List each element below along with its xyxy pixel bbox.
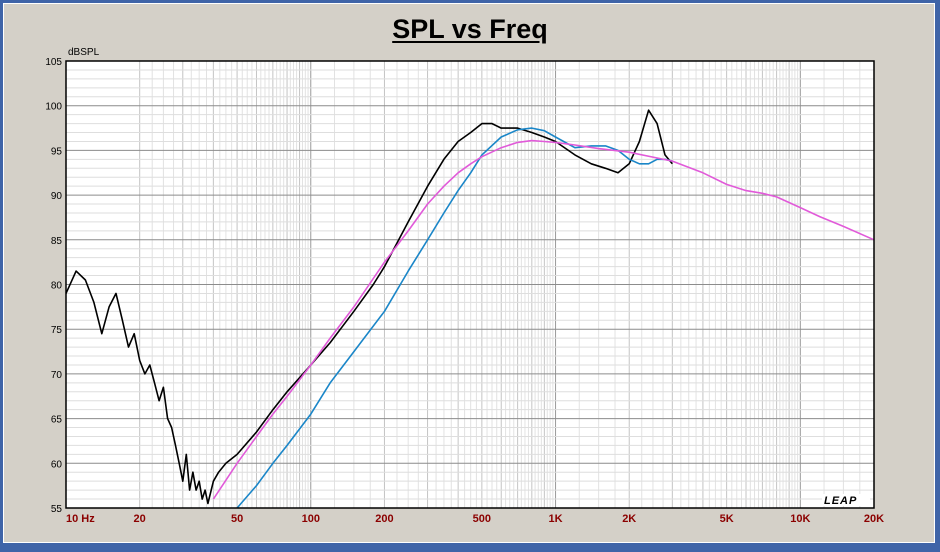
- plot-border: [65, 60, 875, 509]
- y-tick-label: 55: [51, 504, 63, 515]
- x-tick-label: 20K: [864, 513, 884, 525]
- x-tick-label: 500: [473, 513, 491, 525]
- pink-response-line: [212, 139, 875, 500]
- x-tick-label: 200: [375, 513, 393, 525]
- y-tick-label: 75: [51, 325, 63, 336]
- y-tick-label: 100: [45, 102, 62, 113]
- blue-response-line: [236, 127, 673, 509]
- x-tick-labels: 10 Hz 20 50 100 200 500 1K 2K 5K 10K 20K: [66, 513, 884, 525]
- x-tick-label: 5K: [720, 513, 734, 525]
- x-tick-label: 10K: [790, 513, 810, 525]
- series-group: [65, 109, 875, 509]
- x-tick-label: 2K: [622, 513, 636, 525]
- y-axis-label: dBSPL: [68, 47, 100, 58]
- x-tick-label: 50: [231, 513, 243, 525]
- x-tick-label: 100: [302, 513, 320, 525]
- chart-title: SPL vs Freq: [392, 14, 548, 44]
- y-tick-label: 85: [51, 236, 63, 247]
- x-tick-label: 10 Hz: [66, 513, 95, 525]
- y-tick-label: 105: [45, 57, 62, 68]
- y-tick-label: 60: [51, 459, 63, 470]
- black-response-line: [65, 109, 673, 505]
- y-tick-labels: 55 60 65 70 75 80 85 90 95 100 105: [45, 57, 62, 515]
- x-tick-label: 1K: [549, 513, 563, 525]
- y-tick-label: 80: [51, 281, 63, 292]
- y-tick-label: 65: [51, 415, 63, 426]
- y-tick-label: 90: [51, 191, 63, 202]
- leap-logo-bg: [822, 494, 870, 506]
- x-tick-label: 20: [134, 513, 146, 525]
- leap-logo: LEAP: [824, 495, 857, 507]
- y-tick-label: 95: [51, 146, 63, 157]
- y-tick-label: 70: [51, 370, 63, 381]
